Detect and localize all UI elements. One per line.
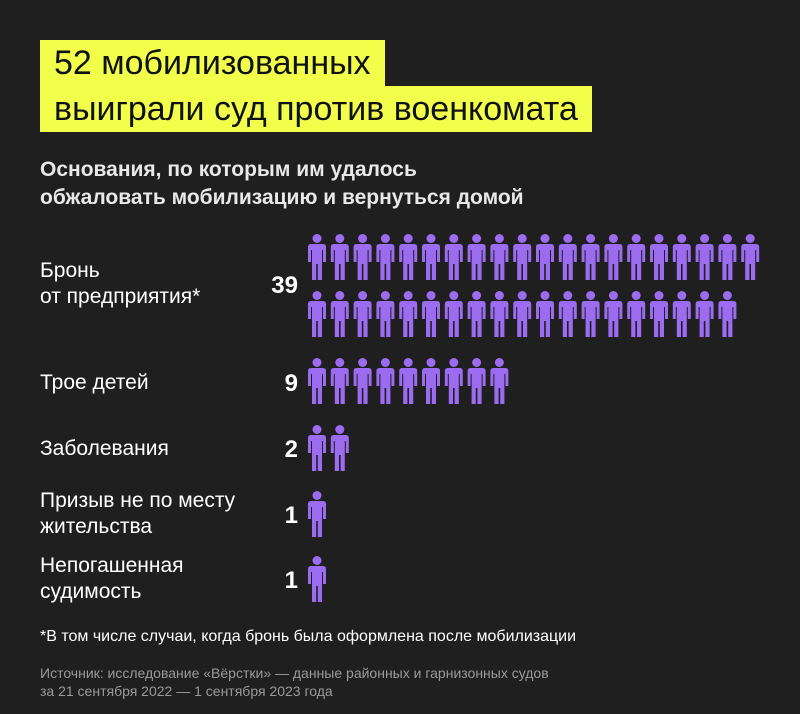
person-icon xyxy=(650,291,668,337)
person-icon xyxy=(695,234,714,280)
person-icon xyxy=(308,425,326,471)
person-icon xyxy=(558,234,577,280)
person-icon xyxy=(376,234,395,280)
row-label-line: Бронь xyxy=(40,259,100,282)
row-label-line: Заболевания xyxy=(40,437,169,460)
person-icon xyxy=(308,358,326,404)
person-icon xyxy=(444,291,463,337)
person-icon xyxy=(490,291,509,337)
subtitle-line-1: Основания, по которым им удалось xyxy=(40,158,417,181)
person-icon xyxy=(444,358,463,404)
row-label-wrong-residence: Призыв не по месту жительства xyxy=(40,488,235,540)
person-icon xyxy=(604,291,623,337)
row-count-illness: 2 xyxy=(284,436,298,463)
person-icon xyxy=(490,234,509,280)
title-line-2: выиграли суд против военкомата xyxy=(40,86,592,132)
person-icon xyxy=(330,234,349,280)
person-icon xyxy=(399,291,418,337)
subtitle-line-2: обжаловать мобилизацию и вернуться домой xyxy=(40,186,524,209)
subtitle: Основания, по которым им удалось обжалов… xyxy=(40,156,524,212)
row-label-line: от предприятия* xyxy=(40,285,201,308)
person-icon xyxy=(422,234,440,280)
person-icon xyxy=(330,358,349,404)
person-icon xyxy=(353,234,372,280)
row-count-wrong-residence: 1 xyxy=(284,502,298,529)
person-icon xyxy=(308,491,326,537)
row-label-criminal-record: Непогашенная судимость xyxy=(40,553,184,605)
title-line-1: 52 мобилизованных xyxy=(40,40,385,86)
person-icon xyxy=(581,291,600,337)
person-icon xyxy=(604,234,623,280)
person-icon xyxy=(422,358,440,404)
person-icon xyxy=(467,234,486,280)
person-icon xyxy=(650,234,668,280)
row-label-line: Трое детей xyxy=(40,371,149,394)
row-label-line: Непогашенная xyxy=(40,554,184,577)
person-icon xyxy=(627,291,646,337)
person-icon xyxy=(444,234,463,280)
row-label-three-children: Трое детей xyxy=(40,370,149,396)
row-count-reservation: 39 xyxy=(271,272,298,299)
person-icon xyxy=(467,358,486,404)
person-icon xyxy=(399,358,418,404)
person-icon xyxy=(627,234,646,280)
person-icon xyxy=(330,425,349,471)
person-icon xyxy=(718,291,737,337)
person-icon xyxy=(695,291,714,337)
person-icon xyxy=(490,358,509,404)
person-icon xyxy=(581,234,600,280)
row-label-line: Призыв не по месту xyxy=(40,489,236,512)
person-icon xyxy=(467,291,486,337)
person-icon xyxy=(422,291,440,337)
source-note: Источник: исследование «Вёрстки» — данны… xyxy=(40,664,700,700)
person-icon xyxy=(308,291,326,337)
person-icon xyxy=(376,358,395,404)
person-icon xyxy=(672,234,691,280)
person-icon xyxy=(558,291,577,337)
person-icon xyxy=(536,291,554,337)
row-label-line: судимость xyxy=(40,580,142,603)
source-line-1: Источник: исследование «Вёрстки» — данны… xyxy=(40,665,549,681)
person-icon xyxy=(308,234,326,280)
row-count-criminal-record: 1 xyxy=(284,567,298,594)
person-icon xyxy=(672,291,691,337)
person-icon xyxy=(308,556,326,602)
row-label-line: жительства xyxy=(40,515,153,538)
person-icon xyxy=(513,234,532,280)
person-icon xyxy=(376,291,395,337)
row-label-reservation: Бронь от предприятия* xyxy=(40,258,200,310)
row-count-three-children: 9 xyxy=(284,370,298,397)
person-icon xyxy=(718,234,737,280)
person-icon xyxy=(513,291,532,337)
source-line-2: за 21 сентября 2022 — 1 сентября 2023 го… xyxy=(40,683,333,699)
person-icon xyxy=(330,291,349,337)
footnote: *В том числе случаи, когда бронь была оф… xyxy=(40,628,577,645)
person-icon xyxy=(353,291,372,337)
person-icon xyxy=(536,234,554,280)
person-icon xyxy=(741,234,760,280)
row-label-illness: Заболевания xyxy=(40,436,169,462)
person-icon xyxy=(353,358,372,404)
person-icon xyxy=(399,234,418,280)
